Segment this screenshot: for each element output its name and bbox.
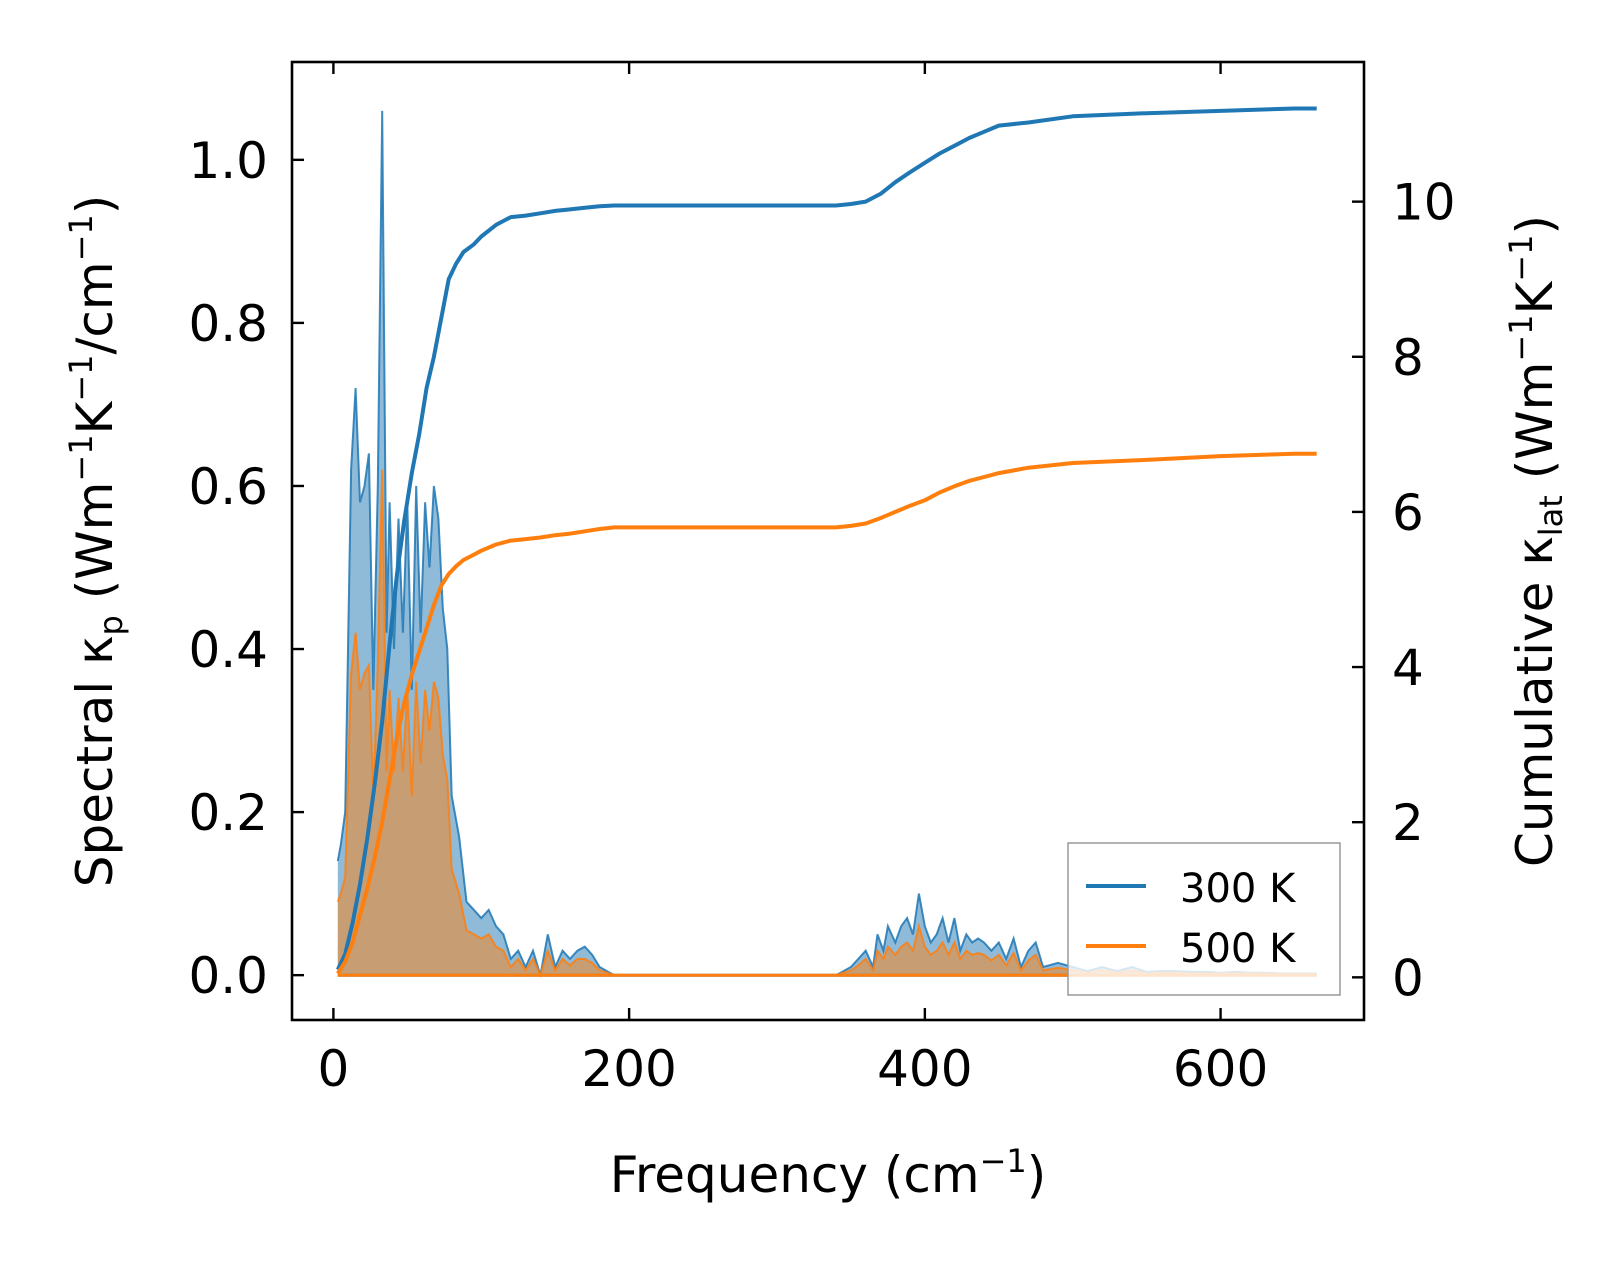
cumulative-lines xyxy=(335,106,1317,975)
x-tick-label: 0 xyxy=(317,1040,349,1098)
x-tick-label: 400 xyxy=(877,1040,972,1098)
axis-ticks: 0 200 400 600 0.0 0.2 0.4 0.6 0.8 1.0 0 2 4 6 8 10 xyxy=(188,62,1456,1098)
y-left-tick-label: 0.0 xyxy=(188,947,268,1005)
y-right-tick-label: 6 xyxy=(1392,484,1424,542)
y-left-tick-label: 1.0 xyxy=(188,132,268,190)
y-right-tick-label: 10 xyxy=(1392,174,1456,232)
y-left-axis-label: Spectral κp (Wm−1K−1/cm−1) xyxy=(62,195,130,888)
x-tick-label: 600 xyxy=(1173,1040,1268,1098)
y-right-tick-label: 0 xyxy=(1392,949,1424,1007)
legend: 300 K 500 K xyxy=(1067,842,1341,996)
plot-frame xyxy=(290,60,1366,1022)
spectral-area-500k xyxy=(337,469,1317,976)
y-left-tick-label: 0.8 xyxy=(188,295,268,353)
x-tick-label: 200 xyxy=(581,1040,676,1098)
y-right-tick-label: 8 xyxy=(1392,329,1424,387)
x-axis-label: Frequency (cm−1) xyxy=(610,1142,1047,1204)
cumulative-line-300k xyxy=(335,106,1317,971)
y-right-axis-label: Cumulative κlat (Wm−1K−1) xyxy=(1502,215,1570,867)
legend-box xyxy=(1067,842,1341,996)
legend-label-500k: 500 K xyxy=(1180,926,1297,972)
legend-label-300k: 300 K xyxy=(1180,866,1297,912)
y-right-tick-label: 2 xyxy=(1392,794,1424,852)
y-left-tick-label: 0.4 xyxy=(188,621,268,679)
y-left-tick-label: 0.2 xyxy=(188,784,268,842)
y-right-tick-label: 4 xyxy=(1392,639,1424,697)
cumulative-line-500k xyxy=(336,451,1317,975)
y-left-tick-label: 0.6 xyxy=(188,458,268,516)
